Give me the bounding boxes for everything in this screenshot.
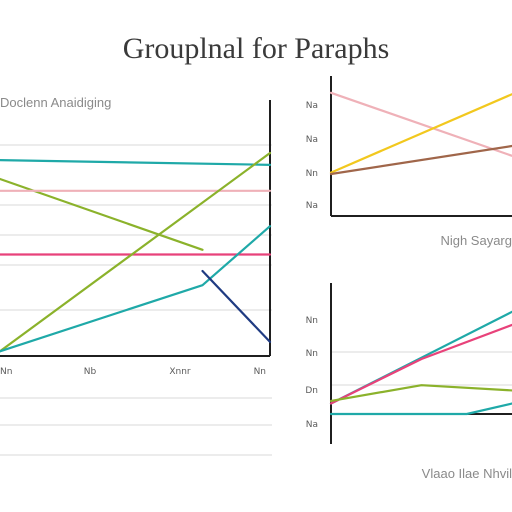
chart-2-series-line [329,384,512,402]
chart-0-series-line [0,177,204,251]
chart-2-series-line [329,402,512,416]
chart-1-series-line [329,93,512,174]
chart-0-series-line [0,225,272,353]
y-tick-label: Nn [306,316,318,326]
chart-top-right-xlabel: Nigh Sayarg [440,233,512,248]
y-tick-label: Na [306,101,318,111]
x-tick-label: Nn [254,367,266,377]
y-tick-label: Nn [306,349,318,359]
chart-top-right: Nigh Sayarg Na Na Nn Na [306,76,512,248]
y-tick-label: Na [306,420,318,430]
page-title: Grouplnal for Paraphs [123,32,390,65]
chart-1-series-line [329,144,512,176]
chart-bottom-right-xlabel: Vlaao Ilae Nhvil [422,466,512,481]
chart-2-series-line [329,323,512,405]
chart-bottom-right: Vlaao Ilae Nhvil Nn Nn Dn Na [305,283,512,481]
chart-0-series-line [0,159,272,166]
chart-1-series-line [329,91,512,157]
chart-0-series-line [201,269,272,343]
chart-main-title: Doclenn Anaidiging [0,95,111,110]
y-tick-label: Na [306,201,318,211]
y-tick-label: Dn [305,386,318,396]
chart-main: Doclenn Anaidiging Nn Nb Xnnr Nn [0,95,272,456]
chart-0-series-line [0,151,272,353]
x-tick-label: Nn [0,367,12,377]
x-tick-label: Xnnr [169,367,191,377]
y-tick-label: Nn [306,169,318,179]
y-tick-label: Na [306,135,318,145]
x-tick-label: Nb [84,367,97,377]
